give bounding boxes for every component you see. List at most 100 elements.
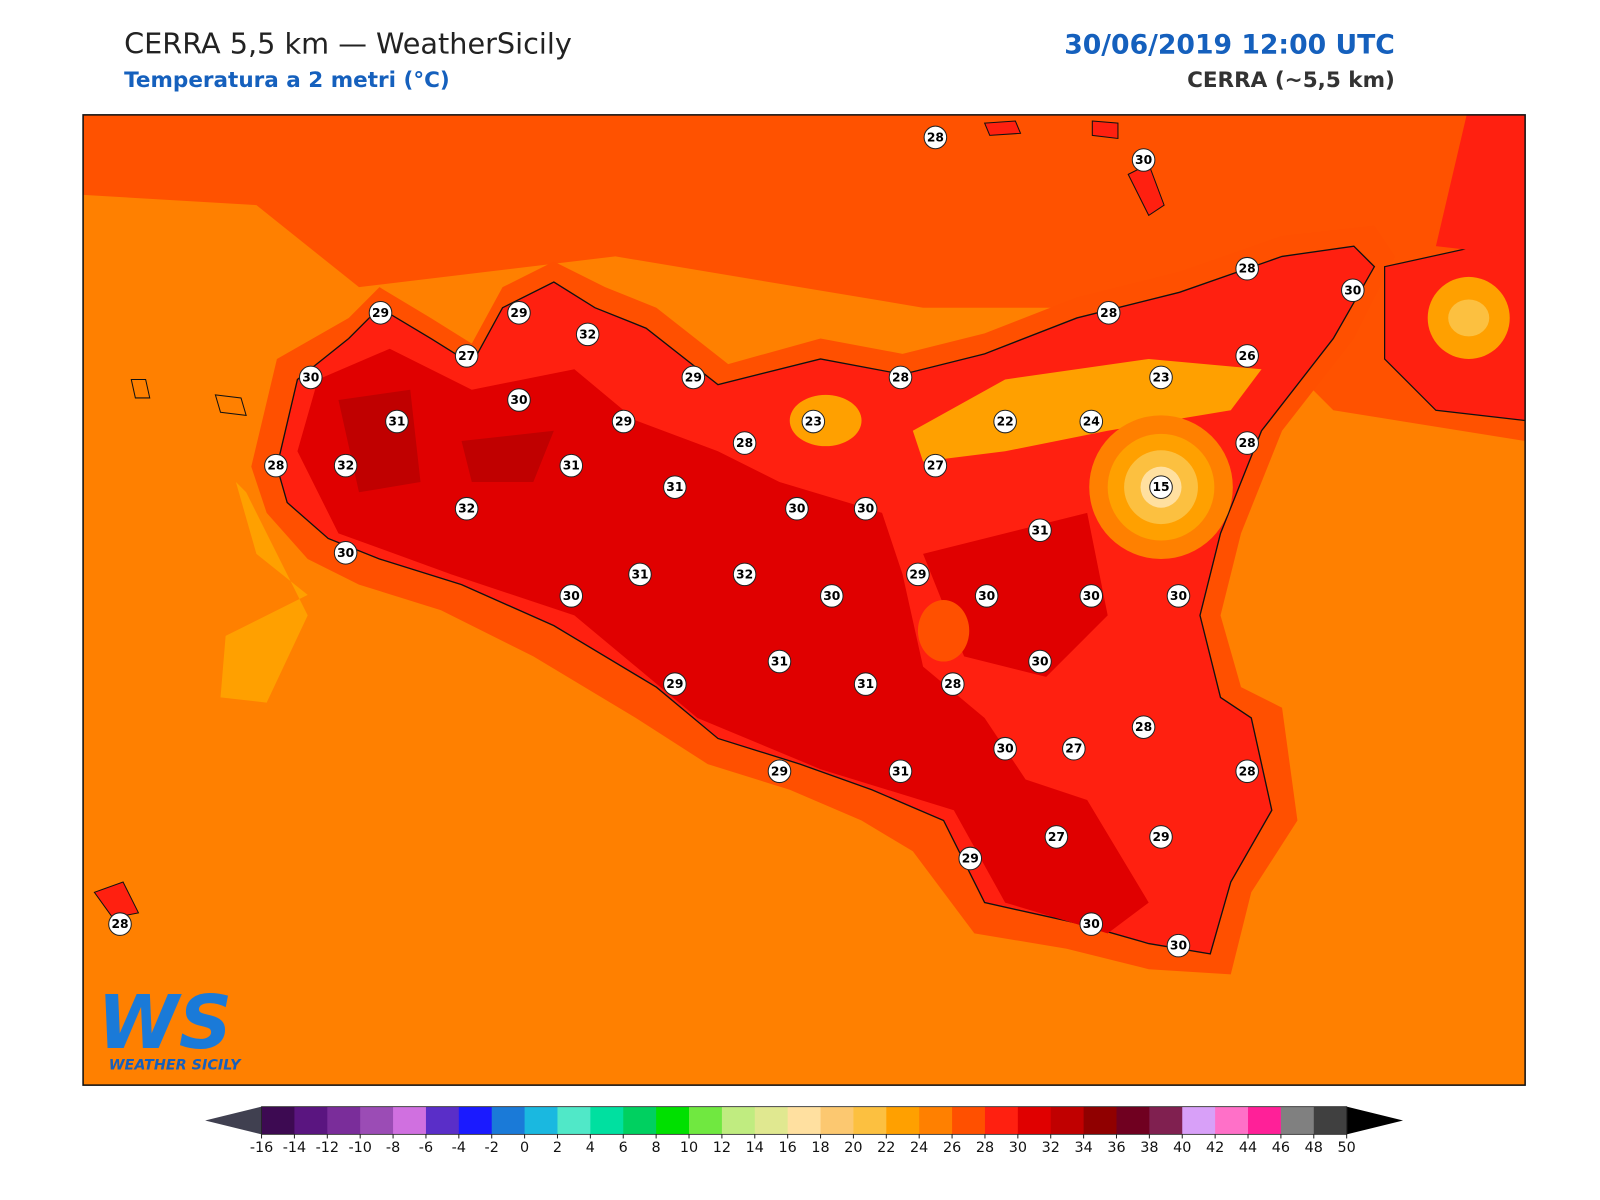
station-value: 28 (1239, 262, 1256, 276)
station-value: 29 (510, 306, 527, 320)
colorbar-swatch (1083, 1106, 1118, 1135)
colorbar-tick-label: 26 (943, 1140, 961, 1156)
station-value: 32 (458, 502, 475, 516)
station-value: 30 (823, 589, 840, 603)
station-marker (1235, 431, 1259, 455)
station-value: 29 (372, 306, 389, 320)
station-marker (801, 409, 826, 434)
egadi (130, 378, 247, 416)
colorbar-under (205, 1106, 262, 1135)
station: 24 (1079, 409, 1104, 434)
station-marker (575, 322, 600, 347)
station-marker (1028, 518, 1052, 543)
colorbar-tick-label: 34 (1074, 1140, 1092, 1156)
station-value: 29 (615, 415, 632, 429)
station-value: 30 (563, 589, 580, 603)
colorbar-swatch (952, 1106, 986, 1135)
map-area (82, 114, 1526, 1086)
station: 32 (454, 496, 479, 521)
station-value: 30 (302, 370, 319, 384)
station: 30 (1131, 148, 1156, 172)
station-value: 30 (510, 393, 527, 407)
station-value: 28 (892, 370, 909, 384)
station: 29 (906, 562, 930, 587)
station-value: 31 (771, 655, 788, 669)
station-marker (1235, 256, 1259, 281)
colorbar-swatch (590, 1106, 624, 1135)
station-value: 30 (337, 546, 354, 560)
station-marker (767, 649, 792, 674)
station-marker (611, 409, 636, 434)
colorbar-swatch (557, 1106, 591, 1135)
station: 29 (611, 409, 636, 434)
stations: 28 30 28 30 29 29 32 28 27 26 30 29 28 23 30 31 29 23 22 24… (108, 125, 1365, 958)
colorbar-swatch (754, 1106, 789, 1135)
station: 27 (1044, 825, 1069, 849)
station: 30 (507, 388, 531, 412)
station-value: 30 (997, 742, 1014, 756)
station: 31 (628, 562, 652, 587)
station-marker (1079, 912, 1104, 936)
station: 30 (993, 736, 1017, 761)
station-marker (888, 365, 913, 390)
station: 31 (888, 759, 913, 784)
station-value: 15 (1152, 480, 1169, 494)
station-value: 30 (1031, 655, 1048, 669)
colorbar-tick-label: 16 (779, 1140, 797, 1156)
title: CERRA 5,5 km — WeatherSicily (124, 26, 572, 60)
station-marker (507, 388, 531, 412)
station: 23 (801, 409, 826, 434)
colorbar-tick-label: 48 (1305, 1140, 1323, 1156)
station-value: 32 (579, 327, 596, 341)
colorbar-frame (261, 1106, 1348, 1135)
station: 32 (575, 322, 600, 347)
colorbar-swatch (721, 1106, 756, 1135)
station-marker (906, 562, 930, 587)
station-marker (333, 541, 358, 565)
station-marker (1149, 825, 1173, 849)
station: 30 (1341, 278, 1365, 303)
station-marker (1028, 649, 1052, 674)
colorbar-tick-label: 46 (1272, 1140, 1290, 1156)
station: 30 (1166, 584, 1191, 608)
station-marker (264, 453, 288, 478)
colorbar-swatch (1116, 1106, 1150, 1135)
station: 29 (507, 301, 531, 325)
station-marker (368, 301, 393, 325)
mountain-zone (917, 600, 970, 662)
station-marker (333, 453, 358, 478)
station-value: 27 (927, 459, 944, 473)
station-value: 24 (1083, 415, 1100, 429)
colorbar-tick-label: 6 (619, 1140, 628, 1156)
station: 31 (767, 649, 792, 674)
station-marker (507, 301, 531, 325)
station: 30 (974, 584, 999, 608)
station: 28 (1096, 301, 1121, 325)
station-marker (628, 562, 652, 587)
station: 28 (923, 125, 948, 150)
station-value: 27 (1065, 742, 1082, 756)
colorbar-swatch (787, 1106, 822, 1135)
station-marker (454, 496, 479, 521)
colorbar-swatch (984, 1106, 1019, 1135)
station-marker (993, 409, 1017, 434)
station-marker (663, 475, 687, 499)
station: 27 (923, 453, 948, 478)
station: 29 (1149, 825, 1173, 849)
station-value: 30 (857, 502, 874, 516)
station-marker (1166, 933, 1191, 958)
station-value: 31 (857, 677, 874, 691)
colorbar-tick-label: 20 (844, 1140, 862, 1156)
colorbar-swatch (1017, 1106, 1052, 1135)
station-value: 28 (944, 677, 961, 691)
colorbar-tick-label: -16 (250, 1140, 273, 1156)
colorbar-swatch (689, 1106, 723, 1135)
station-marker (1079, 584, 1104, 608)
colorbar-tick-label: -6 (419, 1140, 433, 1156)
station: 29 (663, 672, 687, 696)
logo: WS WEATHER SICILY (97, 980, 242, 1074)
colorbar-tick-label: 36 (1107, 1140, 1125, 1156)
station-marker (559, 584, 584, 608)
colorbar-tick-label: -12 (316, 1140, 339, 1156)
station: 28 (264, 453, 288, 478)
